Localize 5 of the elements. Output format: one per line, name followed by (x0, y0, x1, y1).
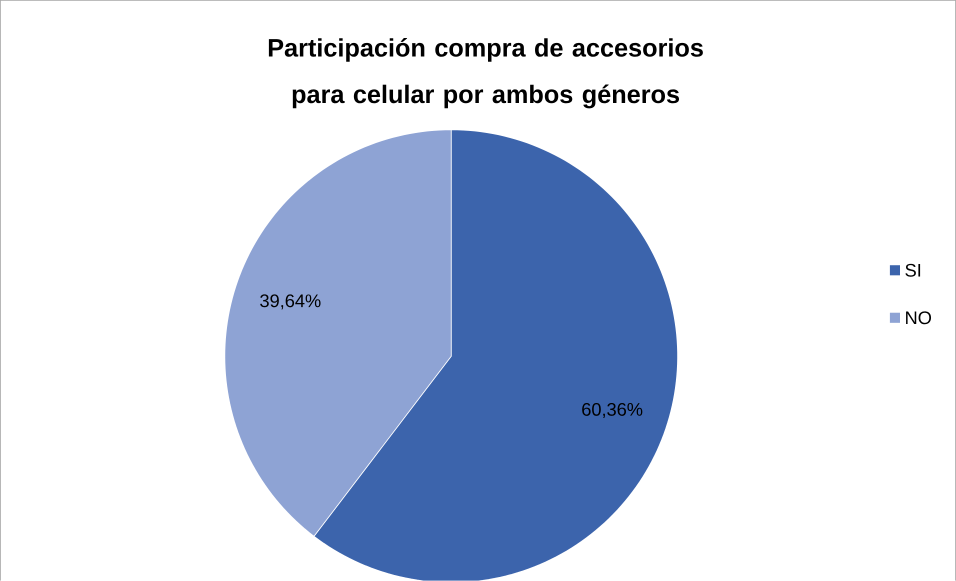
chart-title: Participación compra de accesorios para celular por ambos géneros (268, 38, 703, 109)
data-label: 39,64% (260, 294, 321, 310)
data-label: 60,36% (582, 403, 642, 418)
legend-label: SI (905, 264, 920, 277)
legend-label: NO (906, 312, 932, 324)
